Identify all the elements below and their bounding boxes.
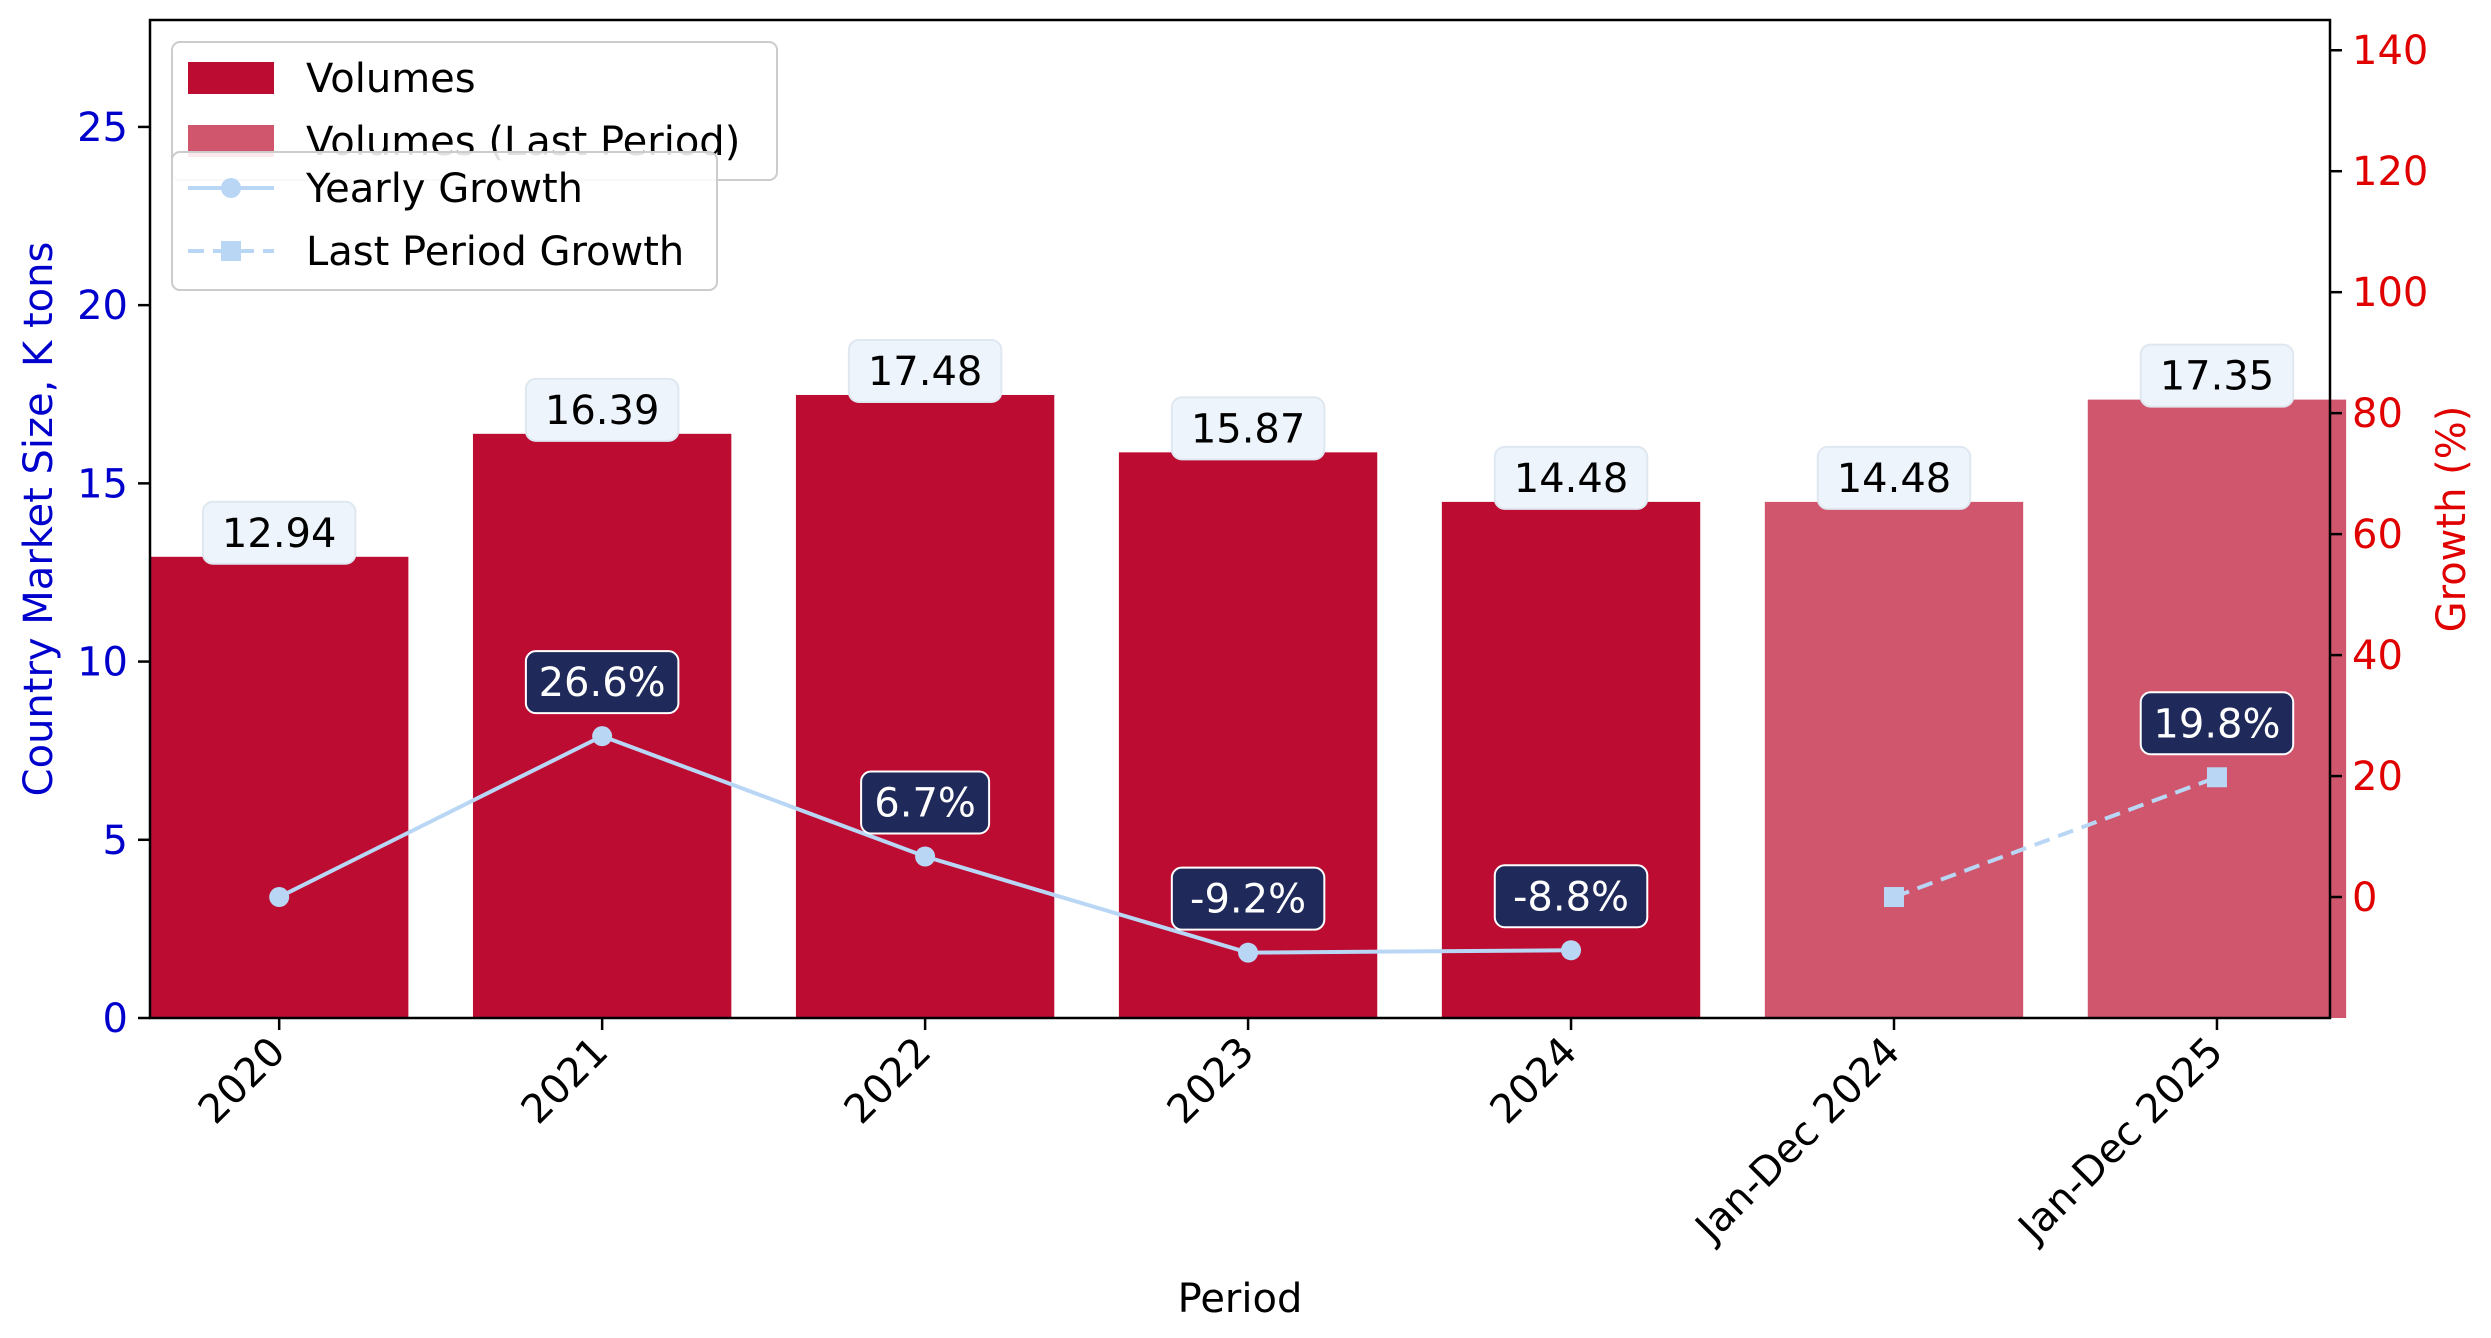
svg-text:12.94: 12.94: [222, 511, 337, 557]
growth-point-6: [2206, 767, 2227, 788]
svg-text:17.48: 17.48: [868, 349, 983, 395]
y2-tick-label: 60: [2352, 512, 2403, 558]
y-axis-title: Country Market Size, K tons: [16, 242, 62, 797]
y2-tick-label: 20: [2352, 754, 2403, 800]
bar-last-period-5: [1764, 501, 2024, 1018]
y2-tick-label: 80: [2352, 391, 2403, 437]
growth-label-3: -9.2%: [1170, 866, 1326, 931]
bar-value-label-2: 17.48: [847, 338, 1003, 403]
y-tick-label: 15: [77, 461, 128, 507]
legend-marker-square: [221, 241, 241, 261]
growth-point-4: [1561, 940, 1582, 961]
y2-tick-label: 0: [2352, 875, 2377, 921]
growth-point-1: [592, 726, 613, 747]
y2-tick-label: 100: [2352, 270, 2428, 316]
growth-label-2: 6.7%: [860, 770, 991, 835]
svg-text:-9.2%: -9.2%: [1190, 877, 1306, 923]
x-tick-label: 2020: [190, 1029, 295, 1134]
svg-text:15.87: 15.87: [1191, 406, 1306, 452]
svg-text:16.39: 16.39: [545, 388, 660, 434]
legend-entry-line-1: Last Period Growth: [306, 229, 684, 275]
bar-value-label-6: 17.35: [2139, 343, 2295, 408]
y2-tick-label: 120: [2352, 149, 2428, 195]
growth-point-5: [1884, 887, 1904, 908]
y-tick-label: 0: [103, 996, 128, 1042]
growth-label-4: -8.8%: [1493, 864, 1649, 929]
growth-point-2: [915, 846, 936, 867]
x-axis-title: Period: [1178, 1276, 1303, 1322]
lines-layer: [269, 726, 2227, 963]
y2-axis-title: Growth (%): [2429, 406, 2475, 633]
growth-label-1: 26.6%: [524, 650, 680, 715]
bar-volume-3: [1118, 452, 1378, 1018]
legend-entry-line-0: Yearly Growth: [305, 166, 583, 212]
y-tick-label: 20: [77, 283, 128, 329]
legend-entry-0: Volumes: [306, 56, 476, 102]
bar-value-label-0: 12.94: [201, 500, 357, 565]
y-tick-label: 10: [77, 640, 128, 686]
svg-text:19.8%: 19.8%: [2153, 701, 2280, 747]
legend-swatch-0: [188, 62, 274, 94]
bar-value-label-5: 14.48: [1816, 445, 1972, 510]
bars-layer: [150, 394, 2347, 1018]
plot-frame: [148, 18, 2332, 1020]
svg-text:14.48: 14.48: [1837, 456, 1952, 502]
svg-text:26.6%: 26.6%: [539, 660, 666, 706]
y-tick-label: 25: [77, 105, 128, 151]
x-tick-label: 2021: [513, 1029, 618, 1134]
growth-point-3: [1238, 942, 1259, 963]
bar-volume-4: [1441, 501, 1701, 1018]
bar-value-label-4: 14.48: [1493, 445, 1649, 510]
y2-tick-label: 140: [2352, 28, 2428, 74]
svg-text:14.48: 14.48: [1514, 456, 1629, 502]
last-period-growth-line: [1893, 775, 2218, 899]
svg-text:17.35: 17.35: [2160, 354, 2275, 400]
svg-text:6.7%: 6.7%: [874, 781, 976, 827]
y2-tick-label: 40: [2352, 633, 2403, 679]
labels-layer: 12.94 16.39 17.48 15.87 14.48 14.48 17.35 26.6%…: [201, 338, 2295, 931]
y-tick-label: 5: [103, 818, 128, 864]
x-tick-label: Jan-Dec 2025: [2008, 1029, 2232, 1253]
growth-label-6: 19.8%: [2139, 691, 2295, 756]
x-tick-label: 2022: [836, 1029, 941, 1134]
bar-value-label-1: 16.39: [524, 377, 680, 442]
x-tick-label: 2024: [1482, 1029, 1587, 1134]
bar-volume-0: [150, 556, 409, 1018]
growth-point-0: [269, 887, 290, 908]
x-tick-label: Jan-Dec 2024: [1685, 1029, 1909, 1253]
bar-value-label-3: 15.87: [1170, 396, 1326, 461]
bar-volume-1: [472, 433, 732, 1018]
x-tick-label: 2023: [1159, 1029, 1264, 1134]
svg-text:-8.8%: -8.8%: [1513, 874, 1629, 920]
bar-volume-2: [795, 394, 1055, 1018]
legend-marker-circle: [221, 178, 241, 198]
